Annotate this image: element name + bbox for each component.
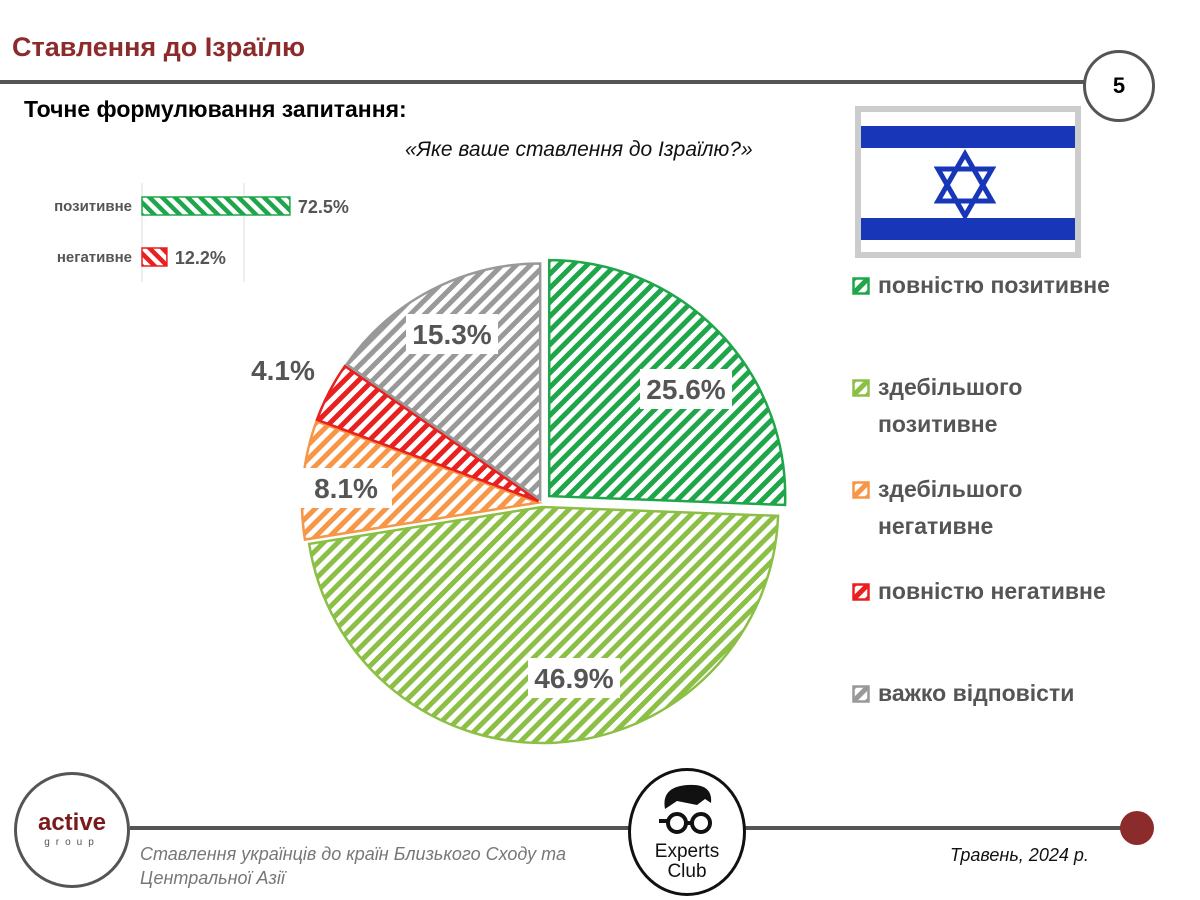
bar-value-label: 12.2% <box>175 248 226 268</box>
experts-club-logo: Experts Club <box>628 768 746 896</box>
footer-date: Травень, 2024 р. <box>950 845 1089 865</box>
glasses-face-icon <box>659 784 712 834</box>
pie-slice <box>315 364 540 503</box>
bar <box>141 196 291 216</box>
svg-text:46.9%: 46.9% <box>534 663 613 694</box>
pie-value-label: 15.3% <box>406 314 498 354</box>
footer-subtitle: Ставлення українців до країн Близького С… <box>140 844 566 888</box>
legend-swatch-icon <box>852 277 870 295</box>
svg-text:8.1%: 8.1% <box>314 473 378 504</box>
page-number: 5 <box>1083 50 1155 122</box>
svg-text:4.1%: 4.1% <box>251 355 315 386</box>
legend-label: здебільшого позитивне <box>878 374 1023 437</box>
page-title: Ставлення до Ізраїлю <box>12 32 306 62</box>
pie-value-label: 46.9% <box>528 658 620 698</box>
decorative-dot <box>1120 811 1154 845</box>
pie-value-label: 8.1% <box>300 468 392 508</box>
legend-swatch-icon <box>852 685 870 703</box>
legend-label: повністю позитивне <box>878 272 1110 298</box>
legend-item: повністю позитивне <box>852 267 1138 304</box>
legend-swatch-icon <box>852 379 870 397</box>
charts: позитивне 72.5% негативне 12.2% 25.6% 46.9% 8… <box>54 183 787 745</box>
pie-value-label: 25.6% <box>640 369 732 409</box>
bar-category-label: позитивне <box>54 198 132 215</box>
legend-swatch-icon <box>852 583 870 601</box>
bar-category-label: негативне <box>57 249 132 266</box>
bar-value-label: 72.5% <box>298 197 349 217</box>
svg-text:15.3%: 15.3% <box>412 319 491 350</box>
legend-item: здебільшого негативне <box>852 471 1028 545</box>
legend-label: повністю негативне <box>878 578 1106 604</box>
svg-text:25.6%: 25.6% <box>646 374 725 405</box>
legend-item: здебільшого позитивне <box>852 369 1028 443</box>
active-group-logo: active group <box>14 772 130 888</box>
question-label: Точне формулювання запитання: <box>24 96 407 122</box>
legend-label: здебільшого негативне <box>878 476 1023 539</box>
pie-slice <box>307 505 780 745</box>
legend-item: важко відповісти <box>852 675 1138 712</box>
pie-value-label: 4.1% <box>251 355 315 386</box>
header-divider <box>0 80 1090 84</box>
question-text: «Яке ваше ставлення до Ізраїлю?» <box>405 138 753 161</box>
legend-swatch-icon <box>852 481 870 499</box>
bar <box>141 247 168 267</box>
israel-flag-icon <box>855 106 1081 258</box>
legend-item: повністю негативне <box>852 573 1138 610</box>
legend-label: важко відповісти <box>878 680 1075 706</box>
